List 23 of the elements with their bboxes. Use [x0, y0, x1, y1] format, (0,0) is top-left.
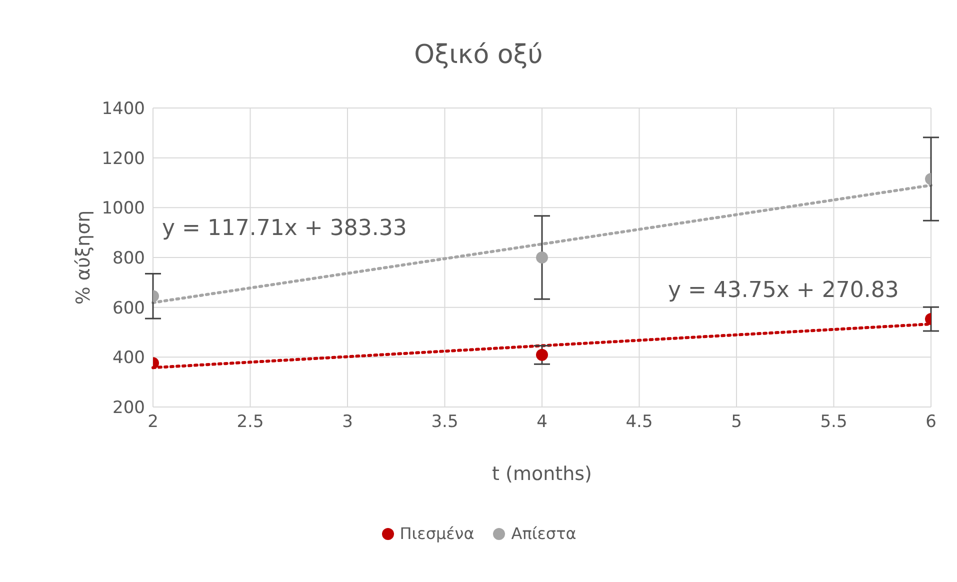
y-tick-label: 1200 — [102, 148, 145, 169]
y-tick-label: 800 — [112, 248, 145, 269]
y-tick-label: 600 — [112, 298, 145, 318]
x-tick-label: 5.5 — [820, 412, 848, 432]
annotation: y = 43.75x + 270.83 — [668, 278, 899, 303]
legend-label: Απίεστα — [510, 524, 576, 543]
x-tick-label: 6 — [926, 412, 936, 432]
legend-label: Πιεσμένα — [398, 524, 474, 543]
x-tick-label: 4.5 — [626, 412, 653, 432]
y-tick-label: 1400 — [102, 99, 145, 120]
x-tick-label: 2.5 — [236, 412, 264, 432]
x-tick-label: 5 — [731, 412, 742, 432]
chart-title: Οξικό οξύ — [413, 39, 544, 70]
x-tick-label: 4 — [536, 412, 548, 432]
annotation: y = 117.71x + 383.33 — [162, 216, 407, 241]
y-tick-label: 1000 — [102, 198, 145, 219]
x-tick-label: 3.5 — [431, 412, 458, 432]
x-axis-title: t (months) — [492, 463, 592, 485]
y-axis-title: % αύξηση — [72, 210, 95, 305]
y-tick-label: 200 — [112, 398, 145, 418]
x-tick-label: 2 — [148, 412, 158, 432]
x-tick-label: 3 — [342, 412, 353, 432]
y-tick-label: 400 — [112, 348, 145, 368]
